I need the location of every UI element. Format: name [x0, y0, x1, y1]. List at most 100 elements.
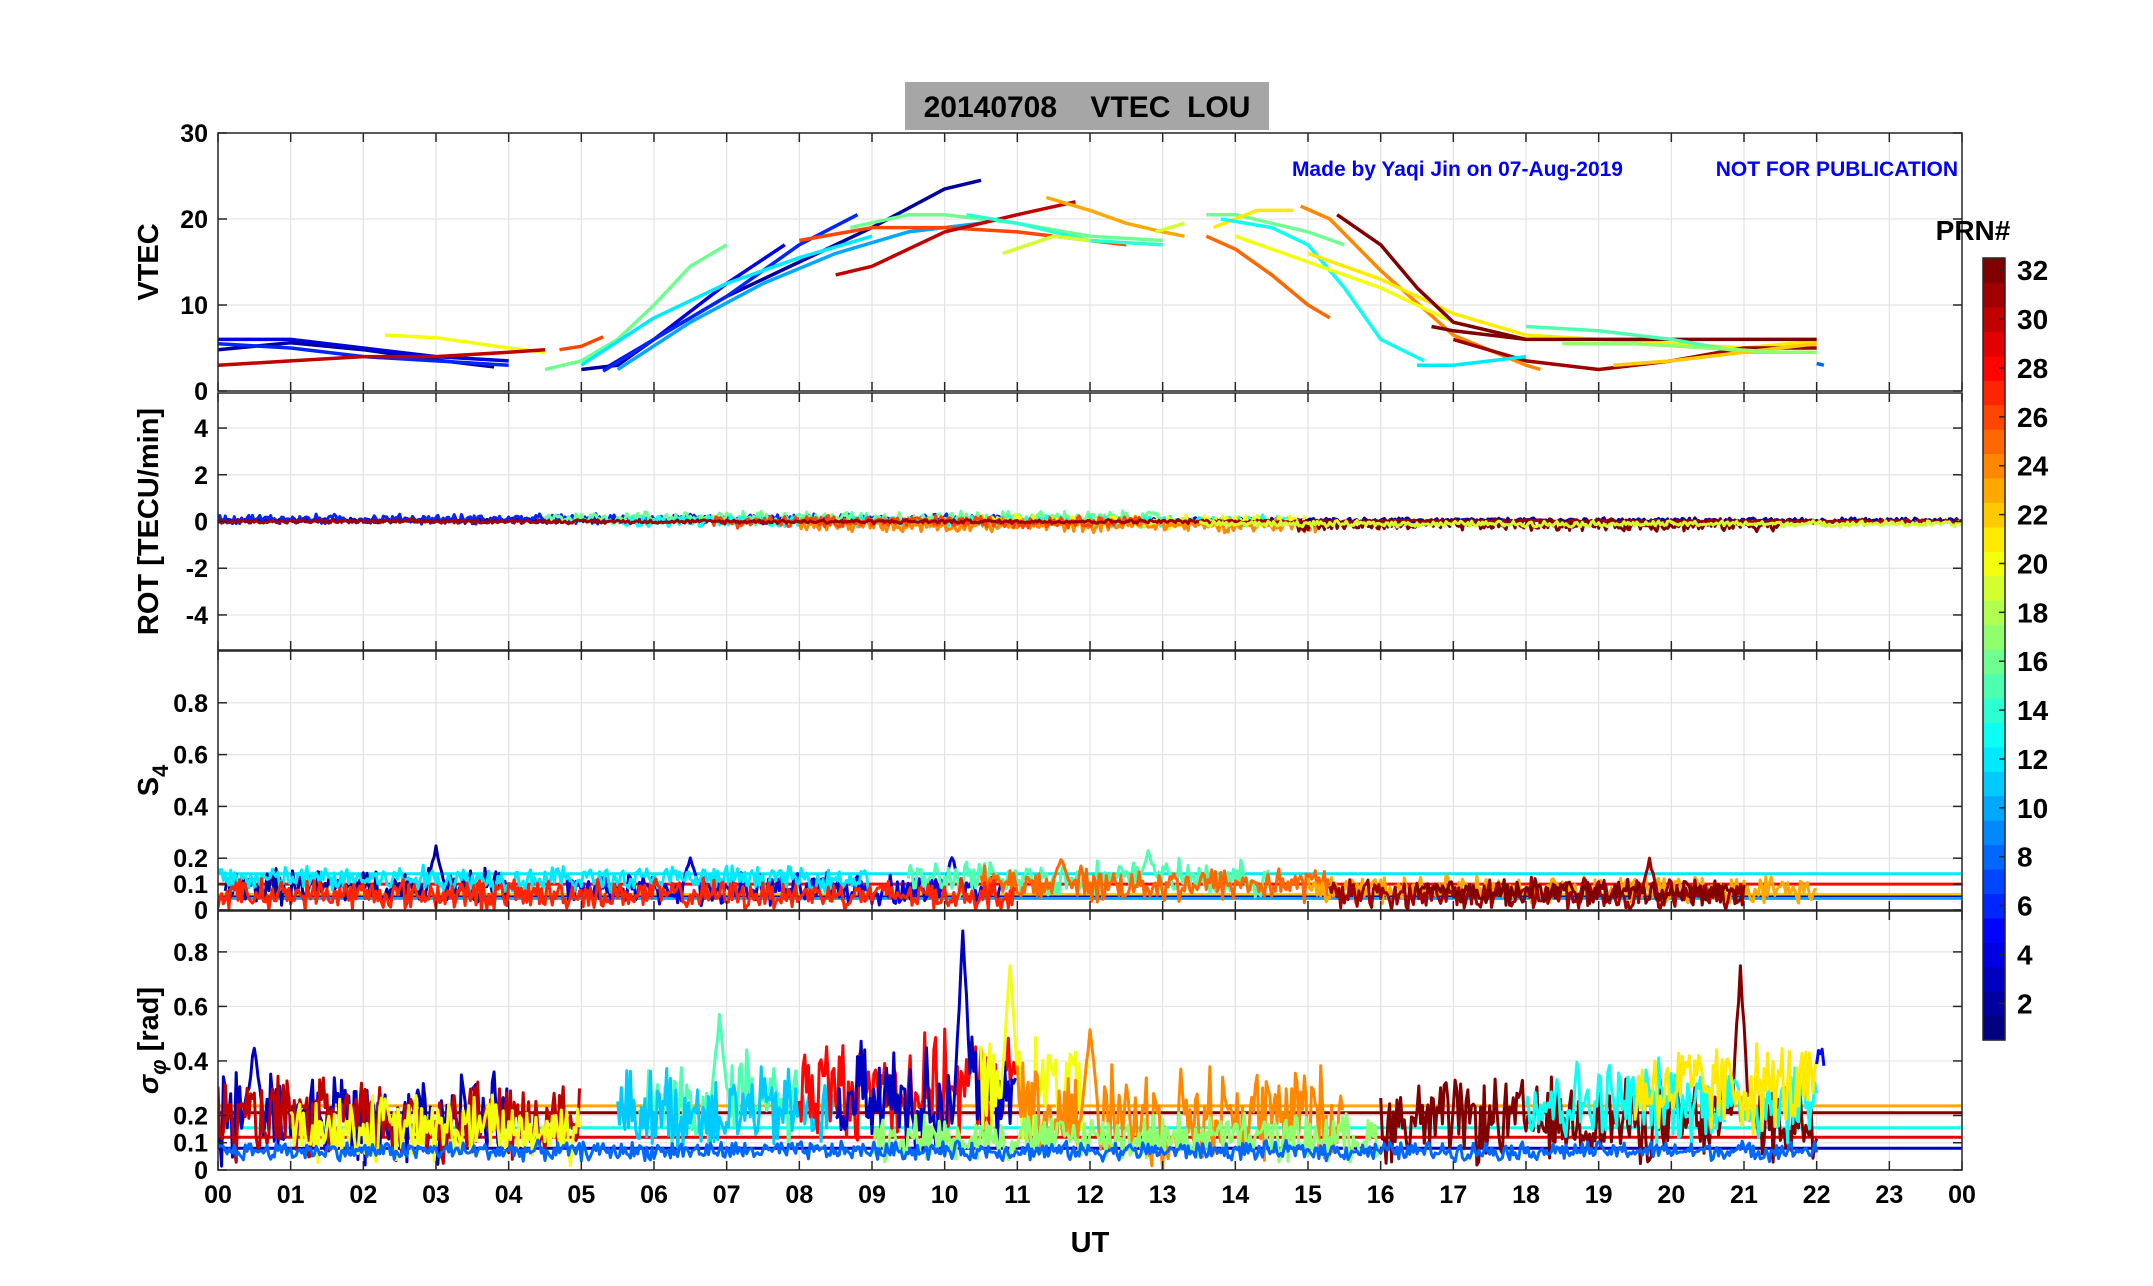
x-tick-label: 07: [713, 1181, 741, 1209]
x-tick-label: 13: [1149, 1181, 1177, 1209]
vtec-y-tick-label: 20: [180, 206, 208, 234]
colorbar-tick-label: 10: [2017, 793, 2048, 824]
sigma_phi-y-tick-label: 0.6: [173, 993, 208, 1021]
x-tick-label: 17: [1439, 1181, 1467, 1209]
colorbar-segment-prn-18: [1983, 600, 2005, 626]
colorbar-segment-prn-20: [1983, 551, 2005, 577]
series-prn-4: [218, 337, 509, 363]
colorbar-tick-label: 22: [2017, 500, 2048, 531]
s4-y-tick-label: 0: [194, 897, 208, 925]
series-prn-10: [616, 221, 982, 371]
colorbar-tick-label: 20: [2017, 548, 2048, 579]
colorbar-segment-prn-8: [1983, 844, 2005, 870]
colorbar-segment-prn-31: [1983, 282, 2005, 308]
series-prn-32: [1415, 877, 1746, 907]
colorbar-segment-prn-26: [1983, 404, 2005, 430]
colorbar-tick-label: 18: [2017, 597, 2048, 628]
rot-y-tick-label: 2: [194, 462, 208, 490]
series-prn-13: [1524, 1056, 1819, 1147]
x-tick-label: 00: [1948, 1181, 1976, 1209]
series-prn-30: [218, 347, 546, 367]
notice-annotation: NOT FOR PUBLICATION: [1716, 158, 1958, 181]
sigma_phi-y-tick-label: 0.2: [173, 1102, 208, 1130]
series-prn-26: [559, 335, 604, 352]
colorbar-segment-prn-6: [1983, 893, 2005, 919]
series-prn-17: [1562, 341, 1817, 355]
series-prn-16: [1206, 212, 1345, 247]
series-prn-25: [979, 858, 1330, 905]
rot-ticks: -4 -2 0 2 4: [186, 393, 1963, 650]
sigma_phi-y-tick-label: 0.1: [173, 1130, 208, 1158]
series-prn-6: [602, 213, 859, 373]
sigma_phi-y-tick-label: 0: [194, 1157, 208, 1185]
series-prn-16: [544, 243, 728, 372]
series-prn-14: [966, 212, 1163, 247]
colorbar-tick-label: 32: [2017, 255, 2048, 286]
vtec-y-tick-label: 30: [180, 120, 208, 148]
series-prn-12: [218, 863, 872, 896]
series-prn-24: [1015, 1028, 1344, 1170]
credit-annotation: Made by Yaqi Jin on 07-Aug-2019: [1292, 158, 1623, 181]
vtec-y-label: VTEC: [133, 223, 165, 300]
series-prn-12: [580, 234, 873, 367]
colorbar-segment-prn-3: [1983, 966, 2005, 992]
x-tick-label: 20: [1657, 1181, 1685, 1209]
colorbar-segment-prn-32: [1983, 258, 2005, 284]
x-tick-label: 19: [1585, 1181, 1613, 1209]
x-tick-label: 12: [1076, 1181, 1104, 1209]
x-tick-label: 23: [1875, 1181, 1903, 1209]
s4-y-tick-label: 0.8: [173, 690, 208, 718]
colorbar-segment-prn-2: [1983, 991, 2005, 1017]
colorbar-frame: [1982, 257, 2006, 1041]
x-tick-label: 05: [567, 1181, 595, 1209]
series-prn-30: [835, 200, 1076, 277]
colorbar-segment-prn-25: [1983, 429, 2005, 455]
colorbar-segment-prn-13: [1983, 722, 2005, 748]
s4-y-label: S4: [133, 764, 173, 796]
colorbar-tick-label: 16: [2017, 646, 2048, 677]
x-tick-label: 02: [349, 1181, 377, 1209]
rot-y-tick-label: -2: [186, 555, 208, 583]
colorbar-segment-prn-23: [1983, 477, 2005, 503]
colorbar-tick-label: 8: [2017, 842, 2033, 873]
rot-y-tick-label: 4: [194, 415, 208, 443]
sigma_phi-y-tick-label: 0.4: [173, 1048, 208, 1076]
vtec-ticks: 0 10 20 30: [180, 120, 1963, 406]
rot-y-label: ROT [TECU/min]: [133, 408, 165, 635]
colorbar-segment-prn-12: [1983, 746, 2005, 772]
series-prn-8: [218, 1138, 1819, 1164]
sigma_phi-series: [218, 929, 1962, 1170]
series-prn-13: [1220, 217, 1426, 363]
rot-y-tick-label: -4: [186, 602, 208, 630]
colorbar-segment-prn-11: [1983, 771, 2005, 797]
colorbar-segment-prn-30: [1983, 306, 2005, 332]
colorbar-segment-prn-1: [1983, 1015, 2005, 1041]
sigma_phi-y-label: σφ [rad]: [133, 987, 171, 1094]
colorbar-segment-prn-5: [1983, 917, 2005, 943]
colorbar-tick-label: 28: [2017, 353, 2048, 384]
title-box: [905, 82, 1269, 130]
series-prn-25: [1205, 234, 1331, 320]
s4-series: [218, 844, 1962, 910]
series-prn-5: [1815, 1047, 1826, 1066]
series-prn-11: [616, 1065, 836, 1149]
x-tick-label: 11: [1004, 1181, 1031, 1209]
colorbar-segment-prn-9: [1983, 820, 2005, 846]
vtec-series: [218, 178, 1825, 373]
x-tick-label: 09: [858, 1181, 886, 1209]
colorbar-tick-label: 12: [2017, 744, 2048, 775]
x-tick-label: 16: [1367, 1181, 1395, 1209]
colorbar-segment-prn-29: [1983, 331, 2005, 357]
x-tick-label: 15: [1294, 1181, 1322, 1209]
x-tick-label: 00: [204, 1181, 232, 1209]
x-tick-label: 18: [1512, 1181, 1540, 1209]
colorbar-segment-prn-24: [1983, 453, 2005, 479]
x-tick-label: 10: [931, 1181, 959, 1209]
colorbar-segment-prn-19: [1983, 575, 2005, 601]
series-prn-8: [1816, 361, 1825, 367]
s4-ticks: 00.10.2 0.4 0.6 0.8: [173, 651, 1963, 925]
series-prn-19: [1154, 221, 1185, 234]
x-tick-label: 14: [1221, 1181, 1249, 1209]
series-prn-16: [849, 212, 1163, 243]
